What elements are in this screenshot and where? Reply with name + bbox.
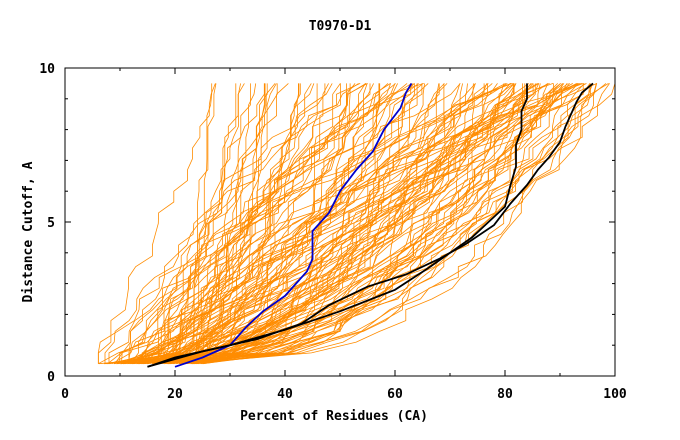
background-series-line — [190, 83, 561, 365]
background-series-line — [179, 83, 440, 365]
background-series-line — [156, 83, 581, 365]
background-series-line — [107, 83, 579, 365]
background-series-line — [174, 83, 217, 364]
background-series-line — [194, 83, 468, 365]
background-series-line — [181, 83, 532, 364]
background-series-line — [98, 83, 216, 364]
x-tick-label: 40 — [277, 387, 293, 402]
highlight-series-line — [174, 82, 413, 368]
background-series-line — [180, 83, 579, 365]
background-series-line — [116, 83, 594, 365]
background-series-line — [128, 83, 333, 364]
background-series-line — [182, 83, 569, 365]
background-series-line — [120, 83, 237, 365]
background-series-line — [166, 83, 329, 364]
background-series-line — [142, 83, 380, 365]
background-series-line — [122, 83, 523, 365]
background-series-line — [131, 83, 415, 365]
x-tick-label: 100 — [603, 387, 627, 402]
background-series-line — [121, 83, 301, 365]
y-tick-label: 0 — [47, 370, 55, 385]
background-series-line — [159, 83, 610, 365]
background-series-group — [97, 83, 616, 365]
background-series-line — [196, 83, 485, 365]
y-tick-label: 10 — [39, 62, 55, 77]
background-series-line — [157, 83, 493, 365]
x-tick-label: 0 — [61, 387, 69, 402]
background-series-line — [117, 83, 347, 365]
background-series-line — [202, 83, 489, 365]
background-series-line — [176, 83, 245, 364]
background-series-line — [160, 83, 257, 365]
background-series-line — [200, 83, 461, 364]
background-series-line — [194, 83, 548, 364]
background-series-line — [155, 83, 368, 365]
highlight-series-group — [147, 82, 594, 368]
x-axis-label: Percent of Residues (CA) — [240, 409, 428, 424]
background-series-line — [170, 83, 445, 365]
background-series-line — [157, 83, 598, 364]
background-series-line — [154, 83, 515, 365]
background-series-line — [108, 83, 278, 364]
background-series-line — [146, 83, 265, 365]
background-series-line — [196, 83, 508, 364]
y-axis-label: Distance Cutoff, A — [21, 161, 36, 302]
axis-ticks-group: 0 20 40 60 80 100 0 5 10 — [39, 62, 627, 402]
background-series-line — [198, 83, 514, 365]
background-series-line — [194, 83, 341, 364]
background-series-line — [140, 83, 312, 365]
background-series-line — [167, 83, 561, 365]
background-series-line — [201, 83, 391, 365]
background-series-line — [138, 83, 585, 365]
chart-title: T0970-D1 — [309, 19, 372, 34]
background-series-line — [181, 83, 505, 365]
highlight-series-line — [147, 82, 594, 368]
background-series-line — [169, 83, 554, 365]
background-series-line — [166, 83, 398, 365]
background-series-line — [167, 83, 609, 365]
background-series-line — [129, 83, 532, 365]
background-series-line — [138, 83, 425, 365]
background-series-line — [120, 83, 607, 365]
background-series-line — [141, 83, 429, 365]
background-series-line — [192, 83, 488, 365]
background-series-line — [150, 83, 359, 364]
y-tick-label: 5 — [47, 216, 55, 231]
background-series-line — [121, 83, 276, 364]
background-series-line — [106, 83, 577, 365]
background-series-line — [184, 83, 591, 365]
background-series-line — [98, 83, 512, 365]
background-series-line — [179, 83, 396, 364]
x-tick-label: 20 — [167, 387, 183, 402]
background-series-line — [104, 83, 361, 364]
background-series-line — [181, 83, 415, 365]
x-tick-label: 60 — [387, 387, 403, 402]
background-series-line — [188, 83, 277, 365]
background-series-line — [124, 83, 241, 365]
background-series-line — [127, 83, 512, 364]
background-series-line — [141, 83, 408, 364]
background-series-line — [181, 83, 351, 365]
background-series-line — [106, 83, 517, 365]
background-series-line — [147, 83, 289, 365]
x-tick-label: 80 — [497, 387, 513, 402]
background-series-line — [114, 83, 424, 364]
